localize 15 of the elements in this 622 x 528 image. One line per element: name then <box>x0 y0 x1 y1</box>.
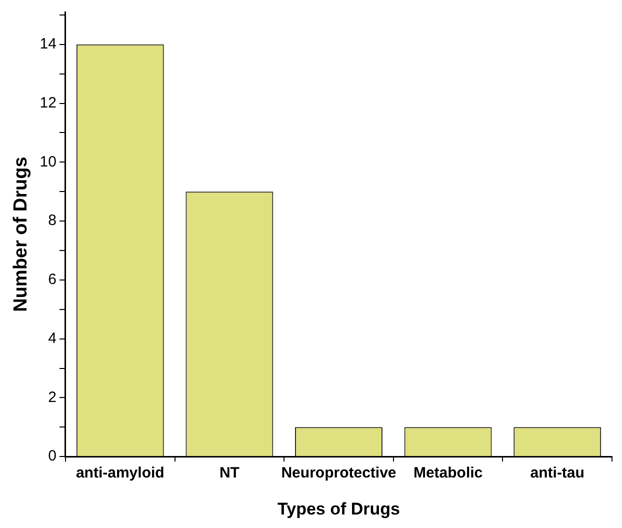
y-tick-label: 0 <box>48 448 56 465</box>
y-tick-label: 6 <box>48 271 56 288</box>
y-tick-label: 4 <box>48 330 56 347</box>
y-tick-label: 14 <box>40 36 56 53</box>
y-tick-label: 12 <box>40 94 56 112</box>
y-tick-label: 2 <box>48 388 56 406</box>
y-axis-title: Number of Drugs <box>10 156 32 312</box>
x-tick-label: NT <box>219 464 240 482</box>
y-tick-label: 10 <box>40 153 56 170</box>
x-tick-label: anti-tau <box>530 464 584 482</box>
y-tick-label: 8 <box>48 212 56 230</box>
x-axis-title: Types of Drugs <box>278 499 400 518</box>
x-tick-label: Neuroprotective <box>281 464 396 482</box>
x-tick-label: Metabolic <box>413 464 483 482</box>
x-tick-label: anti-amyloid <box>76 464 164 482</box>
